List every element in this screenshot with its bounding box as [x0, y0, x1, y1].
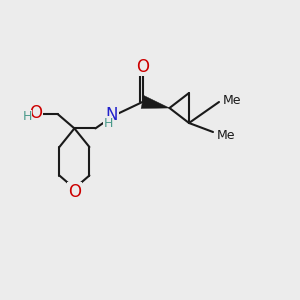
Text: H: H	[103, 117, 113, 130]
Text: O: O	[29, 103, 42, 122]
Text: N: N	[106, 106, 118, 124]
Text: O: O	[68, 183, 81, 201]
Polygon shape	[141, 96, 170, 108]
Text: O: O	[136, 58, 149, 76]
Text: Me: Me	[217, 129, 235, 142]
Text: H: H	[22, 110, 32, 124]
Text: Me: Me	[223, 94, 241, 107]
